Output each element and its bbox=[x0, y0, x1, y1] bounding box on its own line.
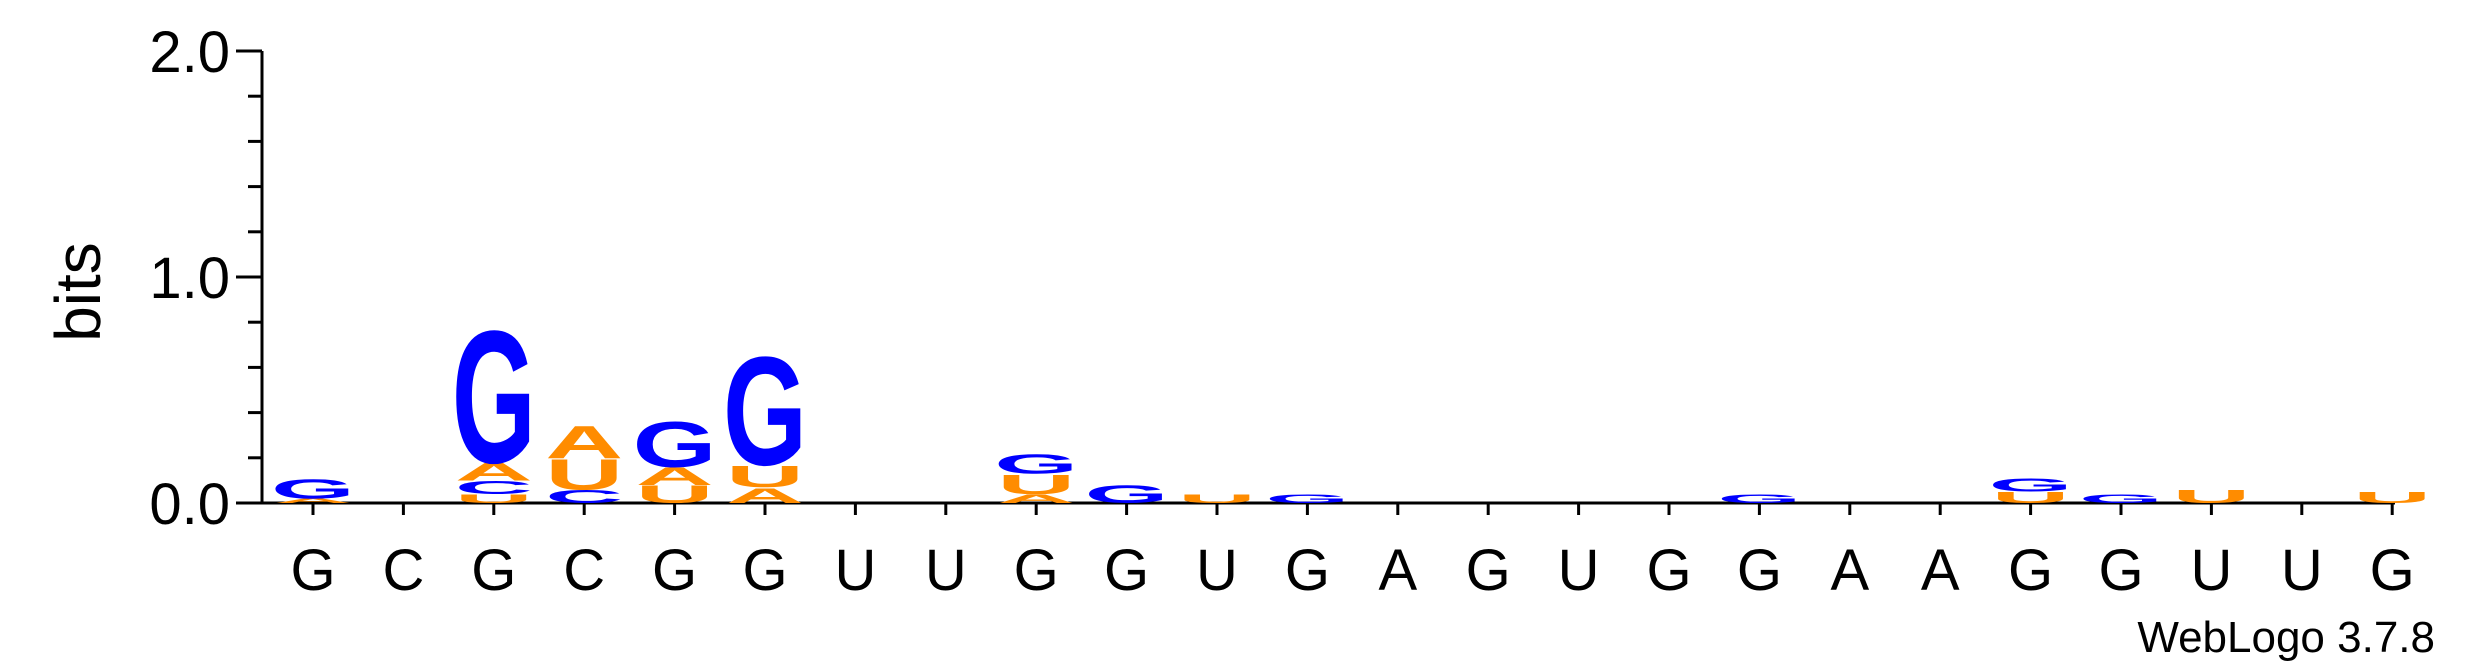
x-tick-label: G bbox=[2370, 538, 2415, 603]
logo-letter-G: G bbox=[1265, 492, 1349, 506]
x-tick-label: U bbox=[1558, 538, 1600, 603]
x-tick-label: G bbox=[1737, 538, 1782, 603]
logo-letter-G: G bbox=[271, 473, 355, 504]
logo-letter-G: G bbox=[994, 448, 1078, 479]
logo-letter-A: A bbox=[545, 416, 623, 468]
x-tick-label: U bbox=[1196, 538, 1238, 603]
x-tick-label: G bbox=[2008, 538, 2053, 603]
y-tick-label: 0.0 bbox=[149, 472, 230, 537]
x-tick-label: U bbox=[834, 538, 876, 603]
x-tick-label: G bbox=[742, 538, 787, 603]
logo-letter-G: G bbox=[1989, 475, 2073, 496]
x-tick-label: C bbox=[563, 538, 605, 603]
logo-letter-U: U bbox=[726, 459, 804, 494]
x-tick-label: G bbox=[471, 538, 516, 603]
x-tick-label: A bbox=[1378, 538, 1417, 603]
logo-letter-A: A bbox=[726, 483, 804, 507]
logo-letter-U: U bbox=[455, 492, 533, 506]
x-tick-label: G bbox=[290, 538, 335, 603]
y-axis-label: bits bbox=[42, 242, 114, 342]
y-tick-label: 2.0 bbox=[149, 20, 230, 85]
x-tick-label: G bbox=[652, 538, 697, 603]
logo-letter-G: G bbox=[1717, 492, 1801, 506]
logo-letter-C: C bbox=[455, 477, 533, 498]
logo-letter-A: A bbox=[455, 458, 533, 486]
logo-letter-G: G bbox=[1085, 481, 1169, 509]
x-tick-label: G bbox=[1014, 538, 1059, 603]
x-tick-label: U bbox=[925, 538, 967, 603]
logo-letter-G: G bbox=[633, 408, 717, 481]
x-tick-label: A bbox=[1830, 538, 1869, 603]
logo-letter-G: G bbox=[452, 292, 536, 503]
logo-letter-G: G bbox=[2079, 492, 2163, 506]
x-tick-label: G bbox=[1646, 538, 1691, 603]
logo-letter-A: A bbox=[997, 492, 1075, 506]
logo-letter-U: U bbox=[545, 451, 623, 499]
logo-letter-G: G bbox=[723, 325, 807, 498]
logo-letter-U: U bbox=[1992, 489, 2070, 506]
logo-letter-U: U bbox=[2353, 489, 2431, 506]
logo-letter-U: U bbox=[997, 469, 1075, 500]
x-tick-label: A bbox=[1921, 538, 1960, 603]
weblogo-credit: WebLogo 3.7.8 bbox=[2137, 613, 2435, 662]
logo-letter-C: C bbox=[545, 486, 623, 507]
logo-letter-A: A bbox=[274, 497, 352, 504]
logo-letter-A: A bbox=[636, 462, 714, 490]
x-tick-label: G bbox=[2098, 538, 2143, 603]
x-tick-label: C bbox=[382, 538, 424, 603]
logo-letter-U: U bbox=[2172, 486, 2250, 507]
logo-letter-U: U bbox=[636, 481, 714, 509]
x-tick-label: U bbox=[2281, 538, 2323, 603]
logo-letter-U: U bbox=[1178, 492, 1256, 506]
x-tick-label: G bbox=[1104, 538, 1149, 603]
y-tick-label: 1.0 bbox=[149, 246, 230, 311]
x-tick-label: U bbox=[2190, 538, 2232, 603]
x-tick-label: G bbox=[1285, 538, 1330, 603]
x-tick-label: G bbox=[1466, 538, 1511, 603]
